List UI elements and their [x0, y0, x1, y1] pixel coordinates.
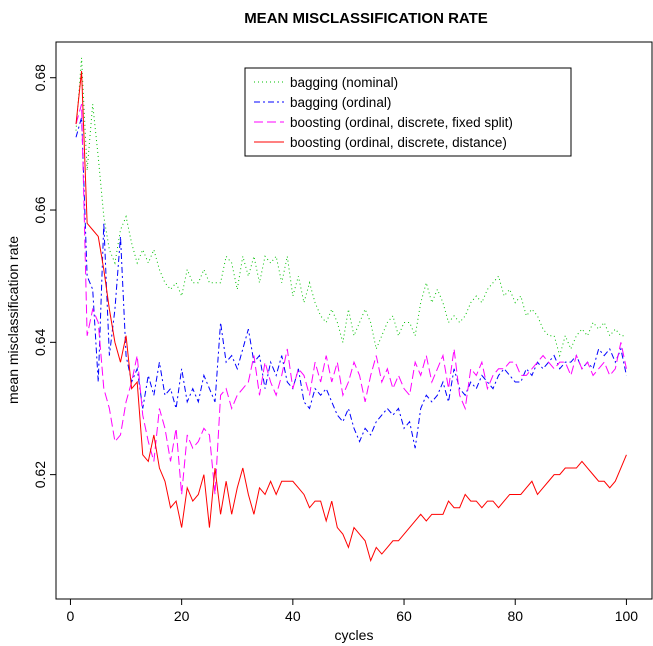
- series-line-1: [75, 57, 627, 358]
- y-tick-label: 0.68: [32, 64, 48, 91]
- legend-label-4: boosting (ordinal, discrete, distance): [290, 135, 507, 150]
- chart-title: MEAN MISCLASSIFICATION RATE: [244, 10, 488, 27]
- y-tick-label: 0.64: [32, 328, 48, 355]
- legend-label-2: bagging (ordinal): [290, 95, 391, 110]
- plot-frame: [55, 41, 653, 600]
- legend-box: [244, 67, 572, 157]
- legend-label-1: bagging (nominal): [290, 75, 398, 90]
- x-axis: 0 20 40 60 80 100: [67, 599, 639, 624]
- y-axis-label: mean misclassification rate: [5, 236, 21, 404]
- y-tick-label: 0.66: [32, 196, 48, 223]
- x-tick-label: 20: [174, 608, 190, 624]
- y-tick-label: 0.62: [32, 461, 48, 488]
- legend-label-3: boosting (ordinal, discrete, fixed split…: [290, 115, 513, 130]
- x-tick-label: 0: [67, 608, 75, 624]
- x-tick-label: 60: [396, 608, 412, 624]
- series-line-4: [75, 71, 627, 563]
- x-tick-label: 80: [507, 608, 523, 624]
- x-tick-label: 100: [615, 608, 639, 624]
- y-axis: 0.62 0.64 0.66 0.68: [32, 64, 56, 488]
- legend: bagging (nominal) bagging (ordinal) boosti…: [244, 67, 572, 157]
- series-layer: [75, 57, 627, 563]
- series-line-2: [75, 117, 627, 449]
- x-tick-label: 40: [285, 608, 301, 624]
- x-axis-label: cycles: [335, 627, 374, 643]
- series-line-3: [75, 104, 627, 495]
